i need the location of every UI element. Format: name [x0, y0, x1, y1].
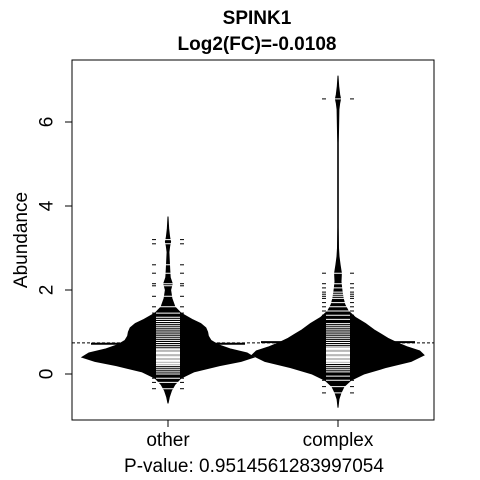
y-axis-label: Abundance: [11, 192, 32, 288]
chart-title: SPINK1: [223, 8, 292, 29]
y-tick-label: 4: [37, 200, 58, 211]
y-tick-label: 0: [37, 369, 58, 380]
y-axis: 0 2 4 6: [37, 117, 73, 380]
y-tick-label: 6: [37, 117, 58, 128]
chart-subtitle: Log2(FC)=-0.0108: [178, 34, 337, 55]
x-axis-label: P-value: 0.9514561283997054: [124, 456, 384, 477]
violin-complex: [251, 75, 425, 408]
violin-other: [80, 216, 256, 404]
x-tick-label: complex: [303, 430, 374, 451]
y-tick-label: 2: [37, 285, 58, 296]
violins-layer: [72, 75, 434, 408]
x-axis: other complex: [146, 420, 374, 451]
x-tick-label: other: [146, 430, 190, 451]
